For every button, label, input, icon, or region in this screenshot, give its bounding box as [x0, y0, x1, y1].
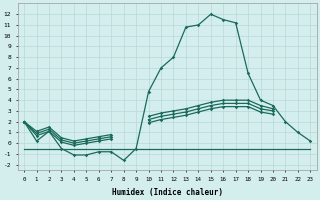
- X-axis label: Humidex (Indice chaleur): Humidex (Indice chaleur): [112, 188, 223, 197]
